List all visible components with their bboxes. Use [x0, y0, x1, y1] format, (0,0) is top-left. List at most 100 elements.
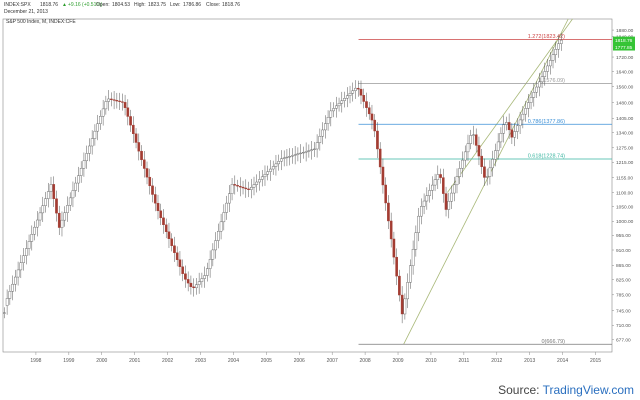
candle-body [107, 98, 110, 102]
candle-body [22, 255, 25, 263]
candle-body [233, 184, 237, 186]
candle-body [288, 156, 291, 158]
candle-body [340, 100, 344, 104]
candle-body [373, 119, 377, 132]
candle-body [310, 149, 313, 151]
candle-body [499, 133, 503, 143]
candle-body [112, 99, 116, 101]
candle-body [271, 166, 275, 170]
candle-body [66, 205, 69, 213]
y-tick-label: 1340.00 [616, 131, 634, 137]
fib-label-2: 0.786(1377.86) [528, 119, 565, 125]
candle-body [398, 275, 401, 296]
candle-body [345, 95, 349, 99]
candle-body [387, 202, 390, 222]
x-tick-label: 2003 [195, 358, 206, 364]
candle-body [175, 252, 179, 260]
candle-body [189, 282, 193, 288]
candle-body [60, 219, 64, 228]
candle-body [123, 102, 127, 108]
candle-body [110, 98, 113, 100]
candle-body [249, 187, 253, 190]
candle-body [134, 133, 138, 143]
candle-body [431, 184, 434, 191]
candle-body [532, 92, 536, 98]
y-tick-label: 1640.00 [616, 69, 634, 75]
candle-body [389, 220, 393, 240]
candle-body [79, 168, 83, 176]
candle-body [5, 298, 9, 306]
candle-body [351, 90, 355, 94]
candle-body [148, 176, 152, 187]
candle-body [543, 71, 547, 77]
candle-body [313, 148, 316, 150]
fib-label-4: 0(666.79) [541, 339, 565, 345]
candle-body [502, 124, 505, 134]
x-tick-label: 2002 [162, 358, 173, 364]
candle-body [19, 262, 23, 271]
y-tick-label: 710.00 [616, 323, 631, 329]
candle-body [203, 275, 206, 279]
candle-body [370, 113, 374, 121]
close-label: Close: [206, 2, 221, 8]
candle-body [93, 130, 97, 139]
candle-body [238, 185, 242, 188]
candle-body [411, 249, 415, 266]
candle-body [529, 97, 533, 103]
candle-body [71, 190, 75, 199]
candle-body [178, 259, 182, 267]
candle-body [82, 160, 86, 169]
candle-body [8, 291, 12, 299]
fib-label-0: 1.272(1823.42) [528, 34, 565, 40]
x-tick-label: 2015 [590, 358, 601, 364]
price-tag-label-1: 1777.85 [615, 45, 633, 51]
candle-body [535, 86, 538, 93]
candle-body [159, 210, 163, 219]
price-tag-label-0: 1818.76 [615, 38, 633, 44]
candle-body [241, 186, 245, 189]
candle-body [291, 155, 294, 157]
candle-body [315, 142, 319, 150]
candle-body [332, 108, 335, 112]
candle-body [510, 129, 514, 138]
y-tick-label: 785.00 [616, 293, 631, 299]
source-credit: Source: TradingView.com [498, 383, 634, 397]
candle-body [200, 278, 204, 282]
candle-body [450, 192, 453, 202]
candle-body [35, 219, 39, 228]
channel-line-1 [447, 18, 573, 193]
low-value: 1786.86 [183, 2, 202, 8]
x-tick-label: 2011 [458, 358, 469, 364]
x-tick-label: 2013 [524, 358, 535, 364]
candle-body [197, 281, 201, 285]
candle-body [195, 284, 198, 289]
candle-body [554, 49, 558, 55]
candle-body [121, 101, 124, 103]
x-tick-label: 1998 [30, 358, 41, 364]
candle-body [452, 184, 456, 194]
candle-body [362, 95, 366, 102]
candle-body [99, 116, 102, 124]
candle-body [494, 150, 497, 160]
candle-body [337, 103, 341, 107]
high-value: 1823.75 [148, 2, 167, 8]
candle-body [461, 159, 464, 169]
x-tick-label: 2012 [491, 358, 502, 364]
tradingview-link[interactable]: TradingView.com [542, 383, 634, 397]
candle-body [46, 191, 50, 199]
candle-body [236, 185, 239, 187]
candle-body [282, 157, 286, 159]
candle-body [244, 187, 248, 190]
header-date: December 21, 2013 [4, 9, 48, 15]
candle-body [516, 125, 519, 132]
candle-body [181, 266, 184, 274]
candle-body [3, 312, 6, 314]
candle-body [11, 283, 14, 292]
candle-body [417, 215, 420, 233]
candle-body [206, 268, 209, 276]
y-tick-label: 1155.00 [616, 176, 633, 182]
candle-body [488, 167, 492, 177]
candle-body [208, 259, 212, 269]
change-value: +9.16 (+0.51%) [68, 2, 103, 8]
